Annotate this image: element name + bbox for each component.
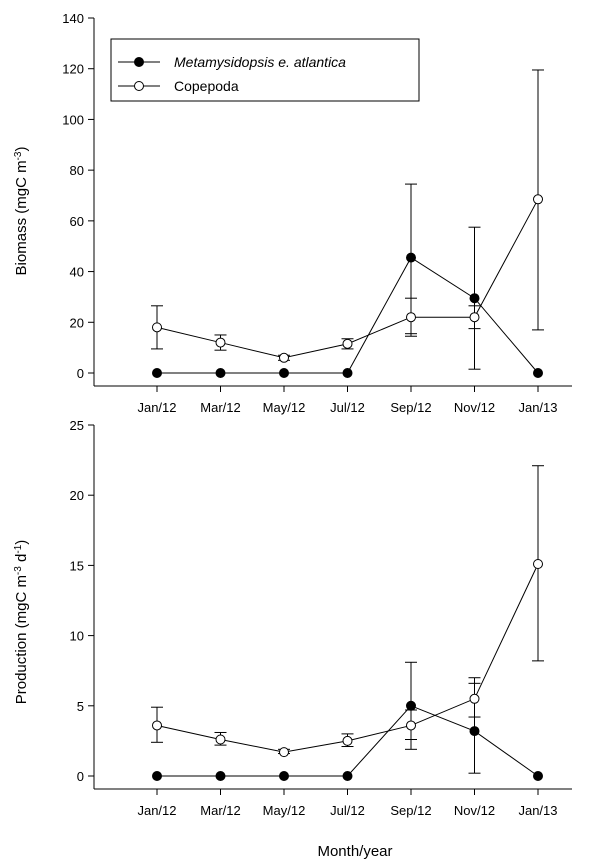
biomass-copepoda-point — [342, 338, 353, 349]
production-x-tick-label: Mar/12 — [200, 803, 240, 818]
biomass-x-tick-label: Jan/12 — [137, 400, 176, 415]
biomass-metamysidopsis-point — [342, 368, 353, 378]
production-x-tick-label: May/12 — [263, 803, 306, 818]
biomass-x-tick-label: May/12 — [263, 400, 306, 415]
production-copepoda-point — [469, 693, 480, 704]
production-metamysidopsis-point — [152, 771, 162, 781]
legend-box — [110, 38, 420, 102]
biomass-copepoda-point — [406, 312, 416, 323]
production-metamysidopsis-point — [533, 771, 543, 781]
biomass-metamysidopsis-point — [406, 252, 416, 263]
biomass-metamysidopsis-point — [533, 368, 543, 378]
production-copepoda-point — [279, 747, 289, 758]
production-y-axis-title: Production (mgC m-3 d-1) — [13, 540, 31, 705]
production-copepoda-point — [215, 734, 226, 745]
biomass-y-tick-label: 40 — [70, 265, 84, 280]
biomass-series-copepoda-line — [156, 199, 539, 359]
biomass-y-tick-label: 0 — [77, 366, 84, 381]
x-axis-title: Month/year — [317, 843, 392, 860]
production-metamysidopsis-point — [279, 771, 289, 781]
biomass-metamysidopsis-point — [469, 293, 480, 304]
biomass-x-tick-label: Jul/12 — [330, 400, 365, 415]
production-metamysidopsis-point — [469, 726, 480, 737]
biomass-copepoda-point — [279, 352, 289, 363]
legend-label-copepoda: Copepoda — [174, 78, 239, 94]
biomass-copepoda-point — [533, 194, 543, 205]
biomass-y-tick-label: 100 — [62, 112, 84, 127]
production-metamysidopsis-point — [342, 771, 353, 781]
production-copepoda-point — [152, 720, 162, 731]
production-y-tick-label: 10 — [70, 629, 84, 644]
production-y-tick-label: 15 — [70, 558, 84, 573]
biomass-x-tick-label: Nov/12 — [454, 400, 495, 415]
biomass-y-tick-label: 120 — [62, 62, 84, 77]
production-chart: 0 5 10 15 20 25 Jan/12 Mar/12 May/12 Jul/12 Sep/12… — [70, 418, 572, 818]
production-x-tick-label: Jan/12 — [137, 803, 176, 818]
biomass-series-metamysidopsis-line — [157, 256, 539, 374]
production-copepoda-point — [406, 720, 416, 731]
biomass-copepoda-point — [152, 322, 162, 333]
biomass-copepoda-point — [469, 312, 480, 323]
biomass-y-tick-label: 60 — [70, 214, 84, 229]
legend-marker-copepoda — [134, 81, 144, 91]
biomass-chart: 0 20 40 60 80 100 120 140 Jan/12 Mar/12 May/12 Jul/… — [62, 11, 572, 415]
biomass-x-tick-label: Mar/12 — [200, 400, 240, 415]
biomass-metamysidopsis-point — [215, 368, 226, 378]
production-x-tick-label: Jan/13 — [518, 803, 557, 818]
production-copepoda-point — [533, 558, 543, 569]
biomass-x-tick-label: Sep/12 — [390, 400, 431, 415]
production-x-tick-label: Sep/12 — [390, 803, 431, 818]
biomass-metamysidopsis-point — [279, 368, 289, 378]
production-metamysidopsis-point — [406, 700, 416, 711]
production-copepoda-point — [342, 735, 353, 746]
biomass-copepoda-point — [215, 337, 226, 348]
legend: Metamysidopsis e. atlantica Copepoda — [110, 38, 420, 102]
biomass-y-axis-title: Biomass (mgC m-3) — [13, 147, 31, 276]
biomass-y-tick-label: 140 — [62, 11, 84, 26]
production-series-copepoda-line — [156, 563, 539, 753]
production-x-tick-label: Nov/12 — [454, 803, 495, 818]
biomass-y-tick-label: 80 — [70, 163, 84, 178]
production-y-tick-label: 0 — [77, 769, 84, 784]
biomass-x-tick-label: Jan/13 — [518, 400, 557, 415]
production-x-tick-label: Jul/12 — [330, 803, 365, 818]
biomass-y-tick-label: 20 — [70, 315, 84, 330]
production-y-tick-label: 20 — [70, 488, 84, 503]
legend-label-metamysidopsis: Metamysidopsis e. atlantica — [174, 54, 346, 70]
legend-marker-metamysidopsis — [134, 57, 144, 67]
production-metamysidopsis-point — [215, 771, 226, 781]
production-y-tick-label: 5 — [77, 699, 84, 714]
biomass-metamysidopsis-point — [152, 368, 162, 378]
production-y-tick-label: 25 — [70, 418, 84, 433]
